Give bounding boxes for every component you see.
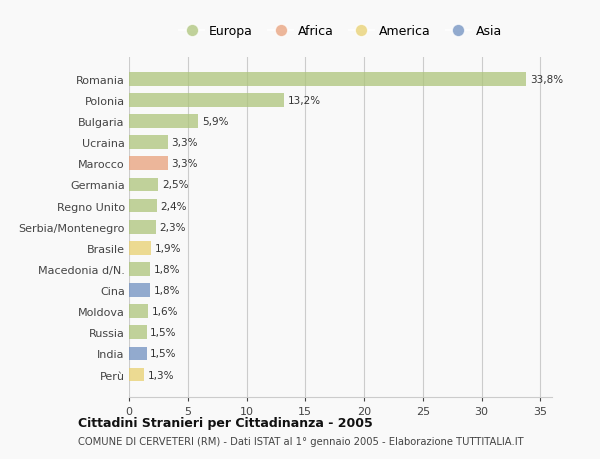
Bar [129,326,146,340]
Text: 33,8%: 33,8% [530,75,563,84]
Text: 2,5%: 2,5% [162,180,188,190]
Text: COMUNE DI CERVETERI (RM) - Dati ISTAT al 1° gennaio 2005 - Elaborazione TUTTITAL: COMUNE DI CERVETERI (RM) - Dati ISTAT al… [78,436,524,446]
Text: Cittadini Stranieri per Cittadinanza - 2005: Cittadini Stranieri per Cittadinanza - 2… [78,416,373,429]
Bar [129,220,156,234]
Bar [129,347,146,360]
Text: 1,6%: 1,6% [151,307,178,317]
Text: 2,4%: 2,4% [161,201,187,211]
Bar [129,199,157,213]
Text: 2,3%: 2,3% [160,222,186,232]
Bar [129,157,168,171]
Text: 1,5%: 1,5% [150,328,176,337]
Bar [129,178,158,192]
Text: 1,5%: 1,5% [150,349,176,358]
Bar [129,136,168,150]
Text: 1,8%: 1,8% [154,264,180,274]
Bar [129,368,144,381]
Text: 13,2%: 13,2% [287,96,321,106]
Bar [129,284,150,297]
Text: 5,9%: 5,9% [202,117,229,127]
Text: 3,3%: 3,3% [172,138,198,148]
Bar [129,94,284,107]
Text: 3,3%: 3,3% [172,159,198,169]
Bar [129,73,526,86]
Bar [129,305,148,319]
Text: 1,9%: 1,9% [155,243,181,253]
Bar [129,115,199,129]
Text: 1,3%: 1,3% [148,370,175,380]
Bar [129,241,151,255]
Legend: Europa, Africa, America, Asia: Europa, Africa, America, Asia [176,23,505,41]
Text: 1,8%: 1,8% [154,285,180,296]
Bar [129,263,150,276]
